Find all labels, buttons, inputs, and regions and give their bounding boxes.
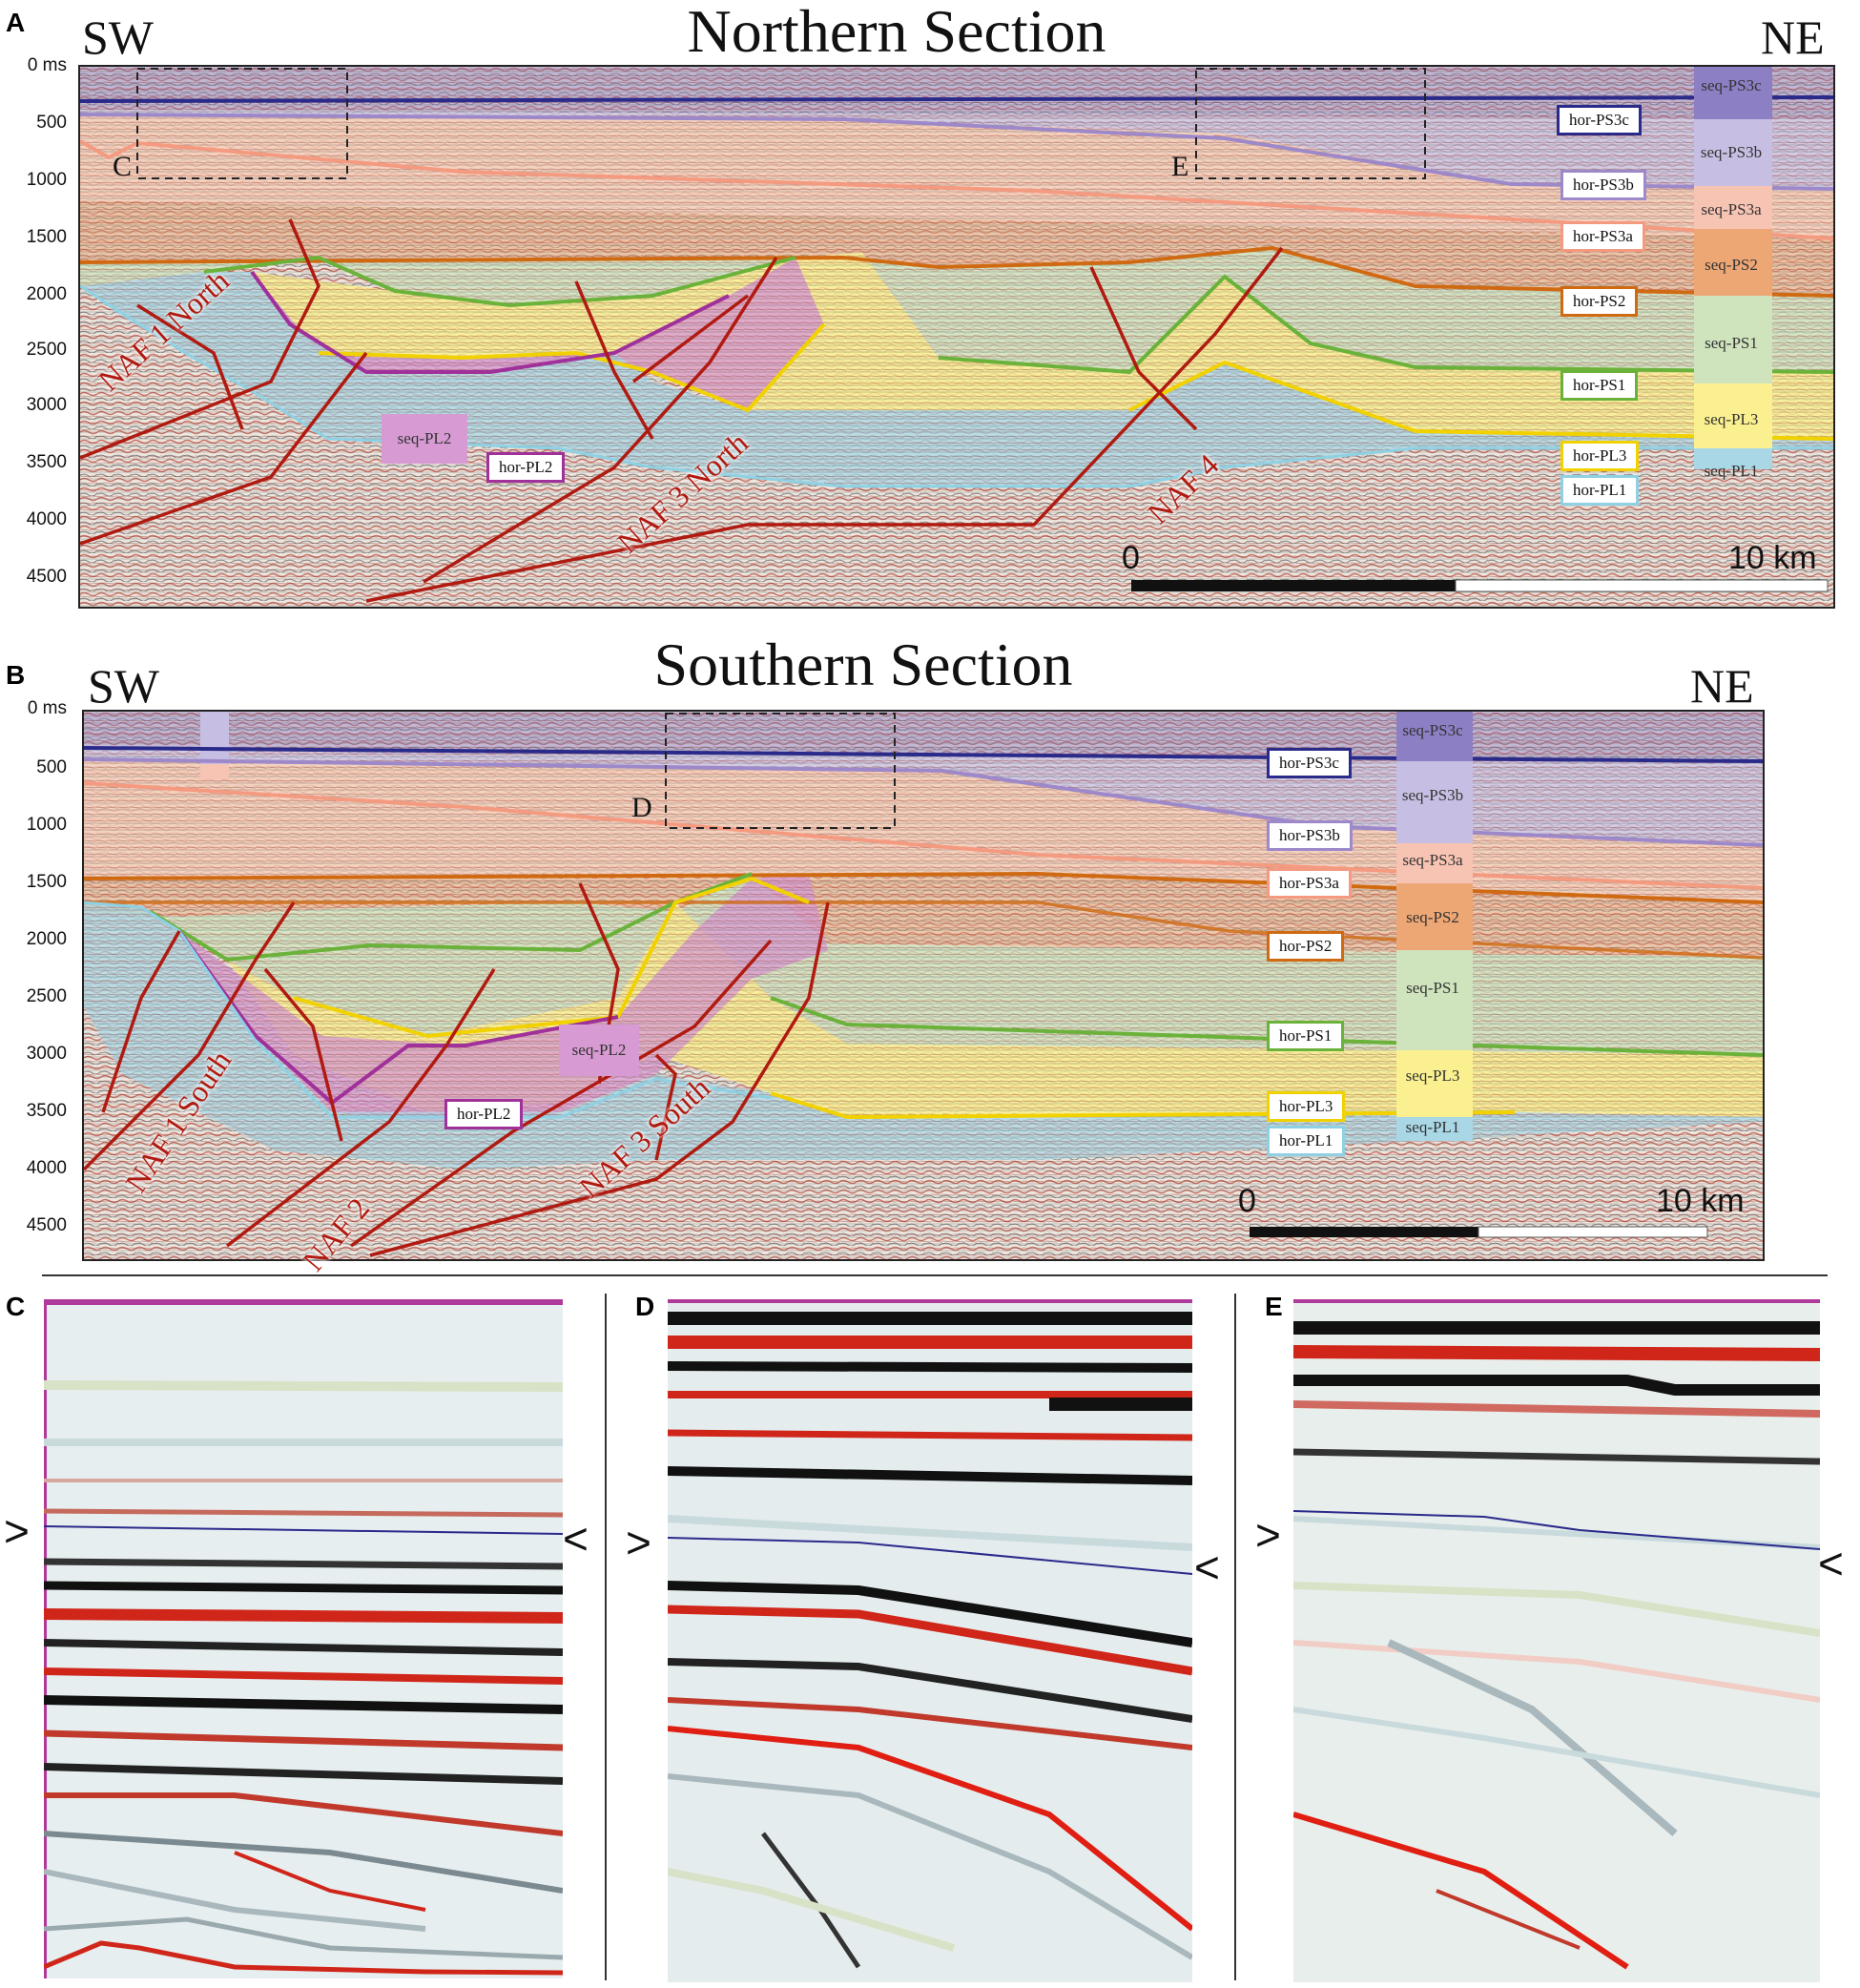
- seq-pl2-label: seq-PL2: [382, 414, 467, 464]
- time-tick: 4000: [26, 1158, 67, 1178]
- time-tick: 2000: [26, 284, 67, 304]
- zoom-panel-c: [44, 1299, 563, 1978]
- time-tick: 3500: [26, 1101, 67, 1121]
- seq-label: seq-PS3a: [1402, 851, 1463, 869]
- panel-a-label: A: [6, 8, 26, 37]
- seq-label: seq-PS3c: [1701, 76, 1762, 94]
- horizon-label: hor-PS2: [1267, 931, 1345, 962]
- seq-label: seq-PL3: [1704, 410, 1759, 428]
- horizon-label: hor-PL3: [1560, 441, 1640, 471]
- panel-b-sw: SW: [88, 659, 159, 713]
- time-tick: 4500: [26, 1215, 67, 1235]
- seq-label: seq-PS2: [1705, 256, 1758, 274]
- panel-e-label: E: [1265, 1292, 1283, 1321]
- seq-label: seq-PS3c: [1402, 721, 1463, 739]
- scale-start: 0: [1238, 1183, 1256, 1219]
- seq-label: seq-PS1: [1705, 334, 1758, 352]
- time-tick: 500: [36, 757, 67, 777]
- horizon-label: hor-PL3: [1267, 1091, 1346, 1122]
- scale-start: 0: [1122, 540, 1140, 576]
- horizon-pl2-label: hor-PL2: [486, 452, 566, 483]
- box-c-label: C: [113, 151, 133, 182]
- panel-a-ne: NE: [1761, 10, 1825, 64]
- scale-end: 10 km: [1656, 1183, 1745, 1219]
- horizon-label: hor-PS3a: [1267, 868, 1352, 899]
- seq-label: seq-PS2: [1406, 908, 1459, 926]
- southern-section-seismic: [82, 710, 1765, 1261]
- horizon-marker-right: <: [1818, 1539, 1844, 1588]
- seq-label: seq-PS1: [1406, 979, 1459, 997]
- panel-divider: [1234, 1294, 1236, 1980]
- seq-label: seq-PL1: [1704, 462, 1759, 480]
- time-tick: 1000: [26, 815, 67, 835]
- horizon-marker-left: >: [4, 1506, 30, 1556]
- horizon-label: hor-PS3b: [1267, 820, 1353, 851]
- horizon-marker-left: >: [1255, 1510, 1281, 1560]
- horizon-label: hor-PS3b: [1560, 170, 1646, 200]
- time-tick: 0 ms: [27, 698, 67, 718]
- time-tick: 4500: [26, 567, 67, 587]
- horizon-label: hor-PS3c: [1557, 105, 1642, 135]
- scale-end: 10 km: [1728, 540, 1817, 576]
- panel-divider: [605, 1294, 607, 1980]
- time-tick: 3000: [26, 1044, 67, 1064]
- section-divider: [42, 1274, 1828, 1276]
- time-tick: 500: [36, 113, 67, 133]
- seq-label: seq-PL1: [1405, 1118, 1460, 1136]
- zoom-panel-d: [668, 1299, 1192, 1982]
- horizon-marker-right: <: [563, 1514, 589, 1563]
- seq-label: seq-PS3b: [1700, 143, 1763, 161]
- horizon-label: hor-PL1: [1267, 1126, 1346, 1156]
- time-tick: 3000: [26, 395, 67, 415]
- seq-label: seq-PL3: [1405, 1066, 1460, 1085]
- horizon-label: hor-PS1: [1560, 370, 1639, 401]
- horizon-marker-left: >: [626, 1518, 651, 1567]
- zoom-panel-e: [1293, 1299, 1820, 1982]
- horizon-label: hor-PS3a: [1560, 221, 1645, 252]
- time-tick: 4000: [26, 509, 67, 529]
- seq-label: seq-PS3a: [1701, 200, 1762, 218]
- northern-section-seismic: [78, 65, 1835, 609]
- horizon-label: hor-PL1: [1560, 475, 1640, 506]
- time-tick: 2000: [26, 929, 67, 949]
- time-tick: 3500: [26, 452, 67, 472]
- time-tick: 1500: [26, 872, 67, 892]
- panel-b-title: Southern Section: [653, 631, 1073, 698]
- horizon-marker-right: <: [1194, 1543, 1220, 1592]
- seq-pl2-label: seq-PL2: [559, 1025, 639, 1076]
- box-d-label: D: [631, 792, 652, 823]
- horizon-label: hor-PS3c: [1267, 748, 1352, 778]
- time-tick: 2500: [26, 986, 67, 1006]
- panel-a-title: Northern Section: [687, 0, 1106, 65]
- time-tick: 0 ms: [27, 55, 67, 75]
- horizon-label: hor-PS2: [1560, 286, 1639, 317]
- time-tick: 2500: [26, 340, 67, 360]
- horizon-label: hor-PS1: [1267, 1021, 1345, 1051]
- panel-a-sw: SW: [82, 10, 154, 64]
- box-e-label: E: [1171, 151, 1189, 182]
- horizon-pl2-label: hor-PL2: [444, 1099, 524, 1129]
- time-tick: 1500: [26, 227, 67, 247]
- panel-d-label: D: [635, 1292, 655, 1321]
- panel-c-label: C: [6, 1292, 26, 1321]
- time-tick: 1000: [26, 170, 67, 190]
- panel-b-ne: NE: [1690, 659, 1754, 713]
- seq-label: seq-PS3b: [1401, 786, 1464, 804]
- panel-b-label: B: [6, 660, 26, 690]
